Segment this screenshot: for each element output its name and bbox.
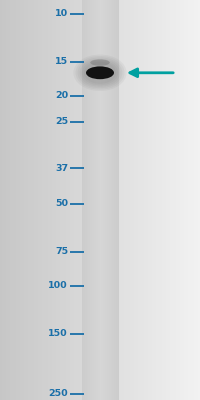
Bar	[100, 0, 101, 400]
Ellipse shape	[82, 60, 118, 85]
Text: 100: 100	[48, 281, 68, 290]
Bar	[97, 0, 98, 400]
Bar	[102, 0, 103, 400]
Bar	[98, 0, 99, 400]
Ellipse shape	[80, 59, 120, 87]
Bar	[107, 0, 108, 400]
Bar	[117, 0, 118, 400]
Bar	[89, 0, 90, 400]
Bar	[83, 0, 84, 400]
Bar	[118, 0, 119, 400]
Bar	[106, 0, 107, 400]
Bar	[88, 0, 90, 400]
Bar	[115, 0, 116, 400]
Bar	[103, 0, 104, 400]
Text: 10: 10	[55, 9, 68, 18]
Text: 50: 50	[55, 199, 68, 208]
Text: 25: 25	[55, 117, 68, 126]
Bar	[112, 0, 114, 400]
Text: 75: 75	[55, 247, 68, 256]
Bar	[88, 0, 89, 400]
Ellipse shape	[78, 58, 122, 88]
Bar	[92, 0, 93, 400]
Bar	[100, 0, 102, 400]
Bar	[90, 0, 91, 400]
Bar	[105, 0, 106, 400]
Bar	[82, 0, 83, 400]
Bar	[84, 0, 85, 400]
Ellipse shape	[90, 59, 110, 66]
Bar	[111, 0, 112, 400]
Bar	[85, 0, 86, 400]
Bar	[96, 0, 97, 400]
Bar	[104, 0, 105, 400]
Bar	[113, 0, 114, 400]
Bar	[116, 0, 117, 400]
Bar	[86, 0, 87, 400]
Bar	[87, 0, 88, 400]
Bar	[108, 0, 109, 400]
Bar	[95, 0, 96, 400]
Bar	[94, 0, 95, 400]
Bar	[101, 0, 102, 400]
Bar	[114, 0, 115, 400]
Bar	[93, 0, 94, 400]
Bar	[110, 0, 111, 400]
Ellipse shape	[73, 54, 127, 91]
Ellipse shape	[76, 56, 124, 90]
Ellipse shape	[86, 66, 114, 79]
Text: 37: 37	[55, 164, 68, 173]
Bar	[109, 0, 110, 400]
Text: 20: 20	[55, 91, 68, 100]
Text: 15: 15	[55, 57, 68, 66]
Text: 250: 250	[48, 390, 68, 398]
Bar	[112, 0, 113, 400]
Bar	[99, 0, 100, 400]
Bar	[91, 0, 92, 400]
Ellipse shape	[84, 62, 116, 84]
Text: 150: 150	[48, 329, 68, 338]
